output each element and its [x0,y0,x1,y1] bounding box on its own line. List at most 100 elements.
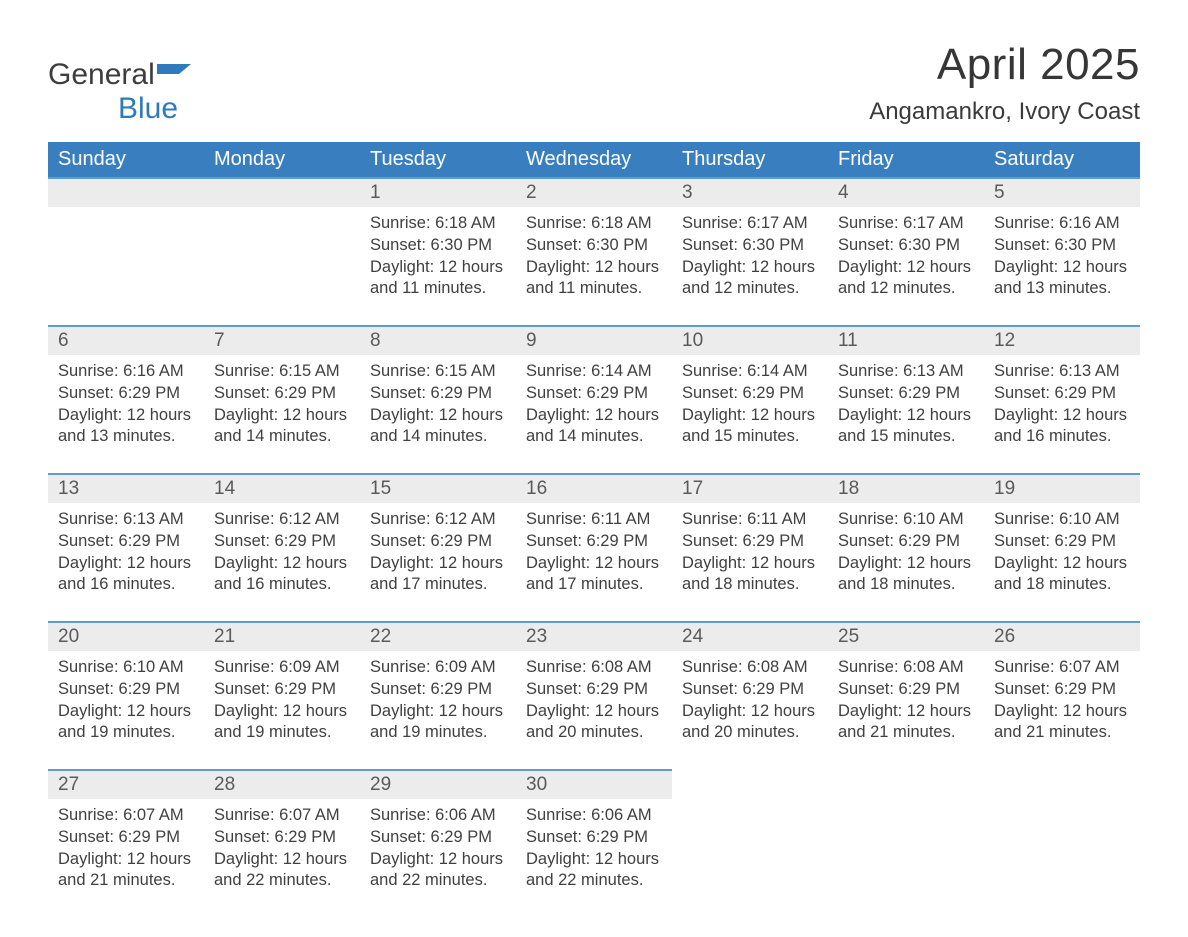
daylight-line: Daylight: 12 hours and 21 minutes. [994,701,1130,745]
day-details: Sunrise: 6:09 AMSunset: 6:29 PMDaylight:… [204,651,360,748]
calendar-cell [204,177,360,325]
logo: General Blue [48,40,191,126]
sunset-line: Sunset: 6:29 PM [214,531,350,553]
day-details: Sunrise: 6:10 AMSunset: 6:29 PMDaylight:… [828,503,984,600]
sunrise-line: Sunrise: 6:18 AM [370,213,506,235]
sunset-line: Sunset: 6:29 PM [838,383,974,405]
daylight-line: Daylight: 12 hours and 17 minutes. [370,553,506,597]
sunrise-line: Sunrise: 6:14 AM [682,361,818,383]
sunrise-line: Sunrise: 6:10 AM [58,657,194,679]
day-number: 28 [204,769,360,799]
weekday-header: Wednesday [516,142,672,177]
day-number: 14 [204,473,360,503]
day-details: Sunrise: 6:12 AMSunset: 6:29 PMDaylight:… [204,503,360,600]
sunset-line: Sunset: 6:29 PM [214,383,350,405]
day-details: Sunrise: 6:10 AMSunset: 6:29 PMDaylight:… [48,651,204,748]
calendar-cell: 26Sunrise: 6:07 AMSunset: 6:29 PMDayligh… [984,621,1140,769]
daylight-line: Daylight: 12 hours and 20 minutes. [682,701,818,745]
day-number: 12 [984,325,1140,355]
day-number: 7 [204,325,360,355]
calendar-week: 27Sunrise: 6:07 AMSunset: 6:29 PMDayligh… [48,769,1140,917]
day-number: 4 [828,177,984,207]
sunset-line: Sunset: 6:29 PM [58,827,194,849]
sunrise-line: Sunrise: 6:08 AM [838,657,974,679]
day-details: Sunrise: 6:15 AMSunset: 6:29 PMDaylight:… [360,355,516,452]
day-number: 8 [360,325,516,355]
calendar-cell: 11Sunrise: 6:13 AMSunset: 6:29 PMDayligh… [828,325,984,473]
sunrise-line: Sunrise: 6:13 AM [838,361,974,383]
sunset-line: Sunset: 6:29 PM [214,679,350,701]
daylight-line: Daylight: 12 hours and 18 minutes. [682,553,818,597]
day-number: 3 [672,177,828,207]
calendar-week: 13Sunrise: 6:13 AMSunset: 6:29 PMDayligh… [48,473,1140,621]
calendar-cell: 18Sunrise: 6:10 AMSunset: 6:29 PMDayligh… [828,473,984,621]
calendar-cell: 28Sunrise: 6:07 AMSunset: 6:29 PMDayligh… [204,769,360,917]
day-details: Sunrise: 6:10 AMSunset: 6:29 PMDaylight:… [984,503,1140,600]
sunrise-line: Sunrise: 6:07 AM [58,805,194,827]
sunrise-line: Sunrise: 6:09 AM [214,657,350,679]
daylight-line: Daylight: 12 hours and 14 minutes. [526,405,662,449]
day-details: Sunrise: 6:06 AMSunset: 6:29 PMDaylight:… [360,799,516,896]
calendar-cell [48,177,204,325]
day-number: 23 [516,621,672,651]
daylight-line: Daylight: 12 hours and 13 minutes. [994,257,1130,301]
daylight-line: Daylight: 12 hours and 14 minutes. [214,405,350,449]
daylight-line: Daylight: 12 hours and 18 minutes. [994,553,1130,597]
sunrise-line: Sunrise: 6:10 AM [838,509,974,531]
day-number: 25 [828,621,984,651]
day-number: 26 [984,621,1140,651]
sunset-line: Sunset: 6:29 PM [994,383,1130,405]
daylight-line: Daylight: 12 hours and 19 minutes. [214,701,350,745]
daylight-line: Daylight: 12 hours and 21 minutes. [838,701,974,745]
sunset-line: Sunset: 6:29 PM [682,383,818,405]
sunset-line: Sunset: 6:29 PM [370,383,506,405]
sunrise-line: Sunrise: 6:17 AM [682,213,818,235]
logo-word1: General [48,58,155,91]
calendar-cell: 22Sunrise: 6:09 AMSunset: 6:29 PMDayligh… [360,621,516,769]
daylight-line: Daylight: 12 hours and 22 minutes. [214,849,350,893]
sunset-line: Sunset: 6:29 PM [58,383,194,405]
sunrise-line: Sunrise: 6:06 AM [370,805,506,827]
weekday-header: Tuesday [360,142,516,177]
sunrise-line: Sunrise: 6:15 AM [214,361,350,383]
calendar-page: General Blue April 2025 Angamankro, Ivor… [0,0,1188,937]
sunset-line: Sunset: 6:30 PM [370,235,506,257]
calendar-cell: 10Sunrise: 6:14 AMSunset: 6:29 PMDayligh… [672,325,828,473]
calendar-cell: 3Sunrise: 6:17 AMSunset: 6:30 PMDaylight… [672,177,828,325]
sunrise-line: Sunrise: 6:11 AM [682,509,818,531]
sunset-line: Sunset: 6:29 PM [994,531,1130,553]
daylight-line: Daylight: 12 hours and 19 minutes. [370,701,506,745]
sunset-line: Sunset: 6:29 PM [526,827,662,849]
sunrise-line: Sunrise: 6:06 AM [526,805,662,827]
title-location: Angamankro, Ivory Coast [869,98,1140,126]
daylight-line: Daylight: 12 hours and 12 minutes. [682,257,818,301]
day-number: 17 [672,473,828,503]
daylight-line: Daylight: 12 hours and 22 minutes. [370,849,506,893]
calendar-cell: 4Sunrise: 6:17 AMSunset: 6:30 PMDaylight… [828,177,984,325]
daylight-line: Daylight: 12 hours and 16 minutes. [994,405,1130,449]
calendar-cell: 19Sunrise: 6:10 AMSunset: 6:29 PMDayligh… [984,473,1140,621]
daylight-line: Daylight: 12 hours and 15 minutes. [682,405,818,449]
calendar-week: 6Sunrise: 6:16 AMSunset: 6:29 PMDaylight… [48,325,1140,473]
day-number: 20 [48,621,204,651]
daylight-line: Daylight: 12 hours and 13 minutes. [58,405,194,449]
day-number-band [48,177,204,207]
daylight-line: Daylight: 12 hours and 16 minutes. [214,553,350,597]
sunset-line: Sunset: 6:30 PM [994,235,1130,257]
calendar-cell: 9Sunrise: 6:14 AMSunset: 6:29 PMDaylight… [516,325,672,473]
sunrise-line: Sunrise: 6:18 AM [526,213,662,235]
day-details: Sunrise: 6:08 AMSunset: 6:29 PMDaylight:… [516,651,672,748]
calendar-cell: 14Sunrise: 6:12 AMSunset: 6:29 PMDayligh… [204,473,360,621]
sunset-line: Sunset: 6:30 PM [838,235,974,257]
day-number: 5 [984,177,1140,207]
sunrise-line: Sunrise: 6:08 AM [682,657,818,679]
sunrise-line: Sunrise: 6:09 AM [370,657,506,679]
day-number: 2 [516,177,672,207]
calendar-week: 1Sunrise: 6:18 AMSunset: 6:30 PMDaylight… [48,177,1140,325]
calendar-cell: 13Sunrise: 6:13 AMSunset: 6:29 PMDayligh… [48,473,204,621]
day-details: Sunrise: 6:07 AMSunset: 6:29 PMDaylight:… [204,799,360,896]
day-details: Sunrise: 6:17 AMSunset: 6:30 PMDaylight:… [828,207,984,304]
daylight-line: Daylight: 12 hours and 15 minutes. [838,405,974,449]
sunset-line: Sunset: 6:29 PM [526,383,662,405]
day-details: Sunrise: 6:18 AMSunset: 6:30 PMDaylight:… [360,207,516,304]
